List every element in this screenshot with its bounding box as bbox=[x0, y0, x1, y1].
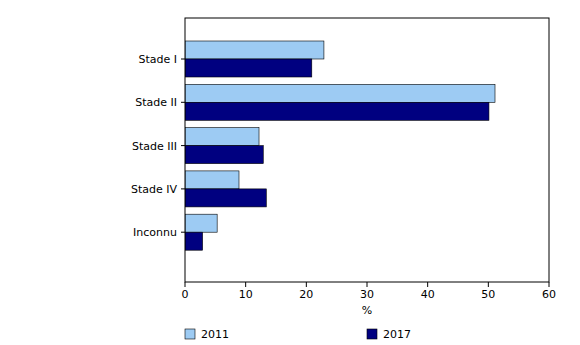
page: {"chart_data": {"type": "bar", "orientat… bbox=[0, 0, 580, 345]
tick-mark bbox=[367, 282, 368, 287]
category-tick bbox=[181, 59, 185, 60]
tick-mark bbox=[306, 282, 307, 287]
category-tick bbox=[181, 232, 185, 233]
category-label: Stade III bbox=[132, 140, 177, 153]
legend: 2011 2017 bbox=[185, 328, 411, 341]
bar bbox=[185, 146, 263, 164]
bar bbox=[185, 128, 259, 146]
axis-label: % bbox=[362, 304, 372, 317]
bars bbox=[185, 41, 495, 250]
tick-mark bbox=[427, 282, 428, 287]
bar bbox=[185, 84, 495, 102]
tick-mark bbox=[245, 282, 246, 287]
category-label: Stade I bbox=[138, 53, 177, 66]
bar bbox=[185, 232, 203, 250]
tick-mark bbox=[488, 282, 489, 287]
legend-label: 2011 bbox=[201, 328, 229, 341]
bar bbox=[185, 214, 217, 232]
tick-label: 10 bbox=[239, 288, 253, 301]
category-tick bbox=[181, 145, 185, 146]
tick-label: 50 bbox=[481, 288, 495, 301]
tick-label: 20 bbox=[299, 288, 313, 301]
category-label: Stade IV bbox=[131, 183, 178, 196]
legend-swatch bbox=[367, 329, 377, 339]
bar bbox=[185, 171, 239, 189]
category-label: Inconnu bbox=[133, 226, 177, 239]
x-axis: 0 10 20 30 40 50 60 bbox=[182, 282, 557, 301]
bar bbox=[185, 189, 266, 207]
tick-label: 60 bbox=[542, 288, 556, 301]
bar bbox=[185, 102, 489, 120]
category-tick bbox=[181, 102, 185, 103]
category-tick bbox=[181, 188, 185, 189]
bar bbox=[185, 59, 312, 77]
chart: 0102030405060Stade IStade IIStade IIISta… bbox=[0, 0, 580, 345]
bar bbox=[185, 41, 324, 59]
tick-mark bbox=[549, 282, 550, 287]
legend-swatch bbox=[185, 329, 195, 339]
chart-container: 0102030405060Stade IStade IIStade IIISta… bbox=[0, 0, 580, 345]
tick-label: 40 bbox=[421, 288, 435, 301]
legend-label: 2017 bbox=[383, 328, 411, 341]
tick-label: 30 bbox=[360, 288, 374, 301]
plot-frame bbox=[185, 18, 549, 282]
y-axis: Stade I Stade II Stade III Stade IV Inconnu bbox=[131, 53, 185, 239]
tick-mark bbox=[185, 282, 186, 287]
category-label: Stade II bbox=[135, 96, 177, 109]
tick-label: 0 bbox=[182, 288, 189, 301]
